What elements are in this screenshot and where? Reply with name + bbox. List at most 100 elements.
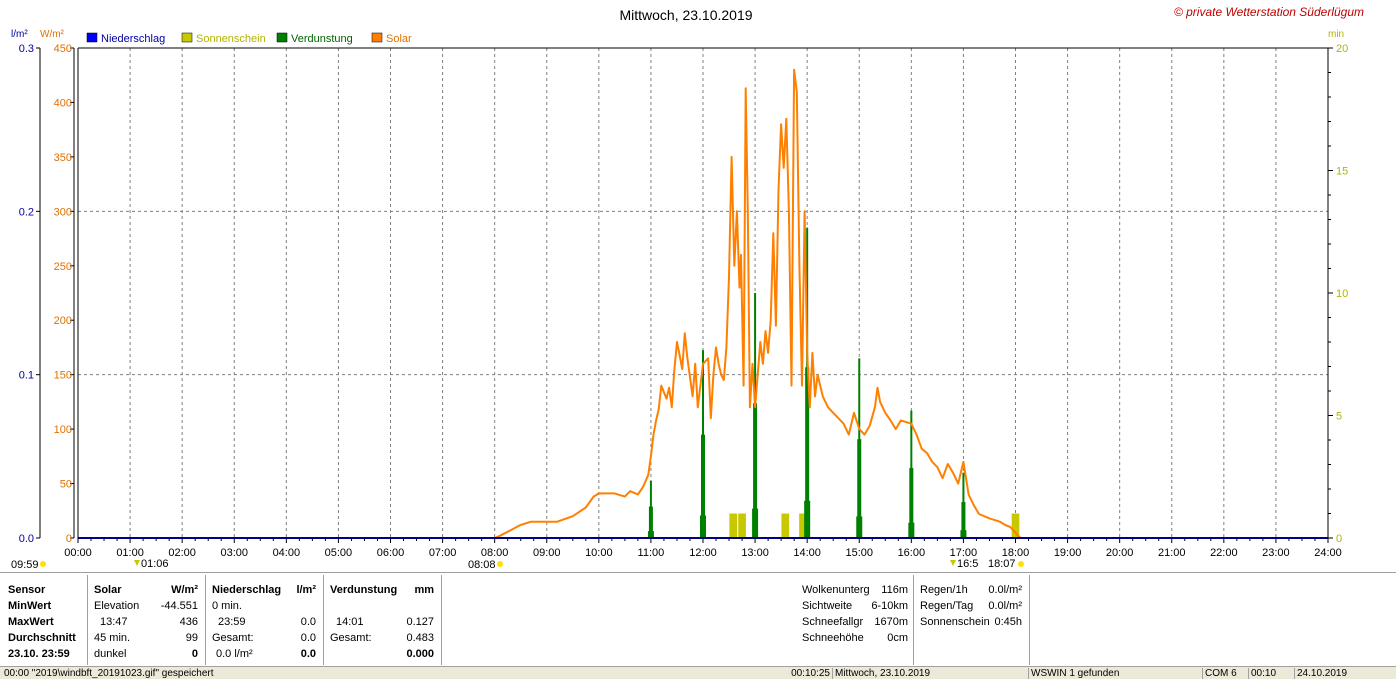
- minutes-axis-unit: min: [1328, 29, 1344, 40]
- time-tick-label: 24:00: [1314, 547, 1342, 559]
- status-time: 00:10:25: [791, 668, 830, 679]
- time-tick-label: 10:00: [585, 547, 613, 559]
- solar-avg-value: 99: [185, 632, 198, 644]
- time-tick-label: 13:00: [741, 547, 769, 559]
- current-time-label: 23.10. 23:59: [8, 648, 70, 660]
- moonset-arrow-icon: [134, 560, 140, 566]
- legend-item-solar: Solar: [371, 32, 412, 45]
- time-axis: 00:00 01:00 02:00 03:00 04:00 05:00 06:00 07:00…: [64, 538, 1342, 559]
- divider: [913, 575, 914, 665]
- solar-line: [494, 68, 1022, 539]
- evaporation-bar-mid: [701, 434, 705, 538]
- chart-title: Mittwoch, 23.10.2019: [619, 7, 752, 23]
- sunshine-bar: [799, 513, 807, 538]
- solar-header: Solar: [94, 584, 122, 596]
- legend-item-niederschlag: Niederschlag: [86, 32, 165, 45]
- weather-chart: Mittwoch, 23.10.2019 © private Wettersta…: [11, 5, 1364, 571]
- time-tick-label: 20:00: [1106, 547, 1134, 559]
- solar-tick-label: 250: [54, 261, 72, 273]
- divider: [323, 575, 324, 665]
- solar-avg-label: 45 min.: [94, 632, 131, 644]
- solar-tick-label: 0: [66, 533, 72, 545]
- time-tick-label: 04:00: [273, 547, 301, 559]
- legend-item-verdunstung: Verdunstung: [276, 32, 353, 45]
- minwert-label: MinWert: [8, 600, 52, 612]
- sunshine-bar: [1011, 513, 1020, 538]
- solar-min-value: -44.551: [160, 600, 198, 612]
- evaporation-bar-base: [700, 515, 706, 538]
- sensor-header: Sensor: [8, 584, 46, 596]
- solar-tick-label: 150: [54, 370, 72, 382]
- sunset-icon: [1018, 561, 1024, 567]
- time-tick-label: 15:00: [845, 547, 873, 559]
- legend: Niederschlag Sonnenschein Verdunstung So…: [86, 32, 412, 45]
- minutes-tick-label: 20: [1336, 43, 1348, 55]
- niederschlag-max-value: 0.0: [300, 616, 316, 628]
- time-tick-label: 12:00: [689, 547, 717, 559]
- verdunstung-total-value: 0.483: [406, 632, 434, 644]
- time-tick-label: 19:00: [1054, 547, 1082, 559]
- solar-axis-unit: W/m²: [40, 29, 65, 40]
- rain-tick-label: 0.1: [19, 370, 34, 382]
- solar-current-label: dunkel: [94, 648, 127, 660]
- status-bar: 00:00 "2019\windbft_20191023.gif" gespei…: [0, 666, 1396, 679]
- time-tick-label: 17:00: [950, 547, 978, 559]
- minutes-tick-label: 0: [1336, 533, 1342, 545]
- niederschlag-header: Niederschlag: [212, 584, 282, 596]
- status-date: Mittwoch, 23.10.2019: [832, 668, 1025, 679]
- time-tick-label: 00:00: [64, 547, 92, 559]
- niederschlag-total-value: 0.0: [300, 632, 316, 644]
- rain-axis-unit: l/m²: [11, 29, 28, 40]
- solar-max-value: 436: [179, 616, 198, 628]
- legend-swatch: [371, 32, 383, 43]
- time-tick-label: 06:00: [377, 547, 405, 559]
- minutes-tick-label: 10: [1336, 288, 1348, 300]
- time-tick-label: 11:00: [638, 547, 665, 559]
- sunshine-bar: [781, 513, 790, 538]
- cloud-base-label: Wolkenunterg: [802, 584, 870, 596]
- verdunstung-header: Verdunstung: [330, 584, 398, 596]
- status-port: COM 6: [1202, 668, 1247, 679]
- divider: [1029, 575, 1030, 665]
- legend-swatch: [181, 32, 193, 43]
- snow-height-value: 0cm: [887, 632, 908, 644]
- solar-tick-label: 400: [54, 97, 72, 109]
- solar-max-time: 13:47: [100, 616, 128, 628]
- evaporation-bar-base: [804, 500, 811, 538]
- niederschlag-current-label: 0.0 l/m²: [216, 648, 253, 660]
- evaporation-bar-mid: [909, 467, 914, 538]
- time-tick-label: 09:00: [533, 547, 561, 559]
- maxwert-label: MaxWert: [8, 616, 54, 628]
- divider: [87, 575, 88, 665]
- time-tick-label: 18:00: [1002, 547, 1030, 559]
- moonset-label: 01:06: [141, 558, 169, 570]
- status-today: 24.10.2019: [1294, 668, 1396, 679]
- evaporation-bar-mid: [805, 367, 810, 538]
- solar-tick-label: 50: [60, 479, 72, 491]
- rain-day-value: 0.0l/m²: [988, 600, 1022, 612]
- time-tick-label: 16:00: [898, 547, 926, 559]
- solar-current-value: 0: [191, 648, 198, 660]
- sunshine-value: 0:45h: [994, 616, 1022, 628]
- time-tick-label: 08:00: [481, 547, 509, 559]
- snowfall-limit-value: 1670m: [874, 616, 908, 628]
- moonrise-label: 16:5: [957, 558, 978, 570]
- sunshine-bars: [729, 513, 1020, 538]
- snow-height-label: Schneehöhe: [802, 632, 864, 644]
- solar-min-label: Elevation: [94, 600, 140, 612]
- time-tick-label: 14:00: [793, 547, 821, 559]
- status-clock: 00:10: [1248, 668, 1293, 679]
- evaporation-bar-base: [960, 530, 967, 538]
- verdunstung-current-value: 0.000: [406, 648, 434, 660]
- copyright-notice: © private Wetterstation Süderlügum: [1174, 5, 1364, 19]
- time-tick-label: 01:00: [116, 547, 144, 559]
- sunset-label: 18:07: [988, 558, 1016, 570]
- legend-item-sonnenschein: Sonnenschein: [181, 32, 266, 45]
- verdunstung-max-value: 0.127: [406, 616, 434, 628]
- time-tick-label: 21:00: [1158, 547, 1186, 559]
- sunshine-bar: [729, 513, 738, 538]
- rain-day-label: Regen/Tag: [920, 600, 974, 612]
- divider: [441, 575, 442, 665]
- astro-markers: 09:59 01:06 08:08 16:5 18:07: [11, 558, 1024, 571]
- evaporation-bar-base: [647, 531, 654, 538]
